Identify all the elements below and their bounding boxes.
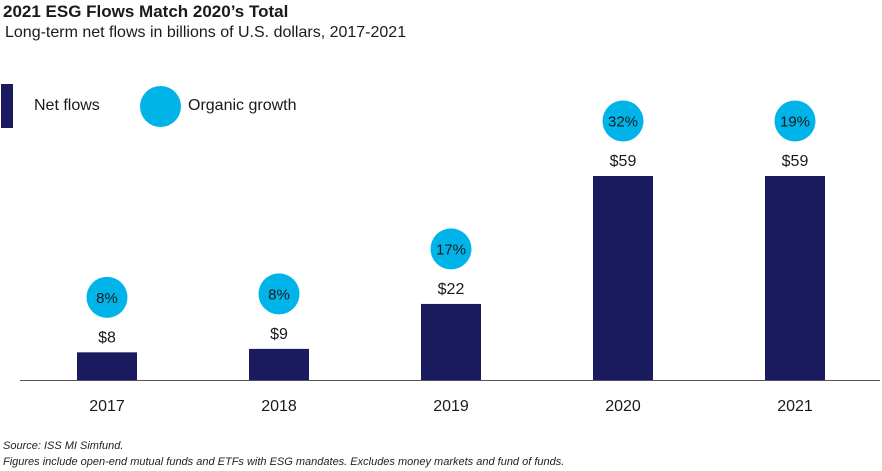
growth-label-2017: 8% xyxy=(96,290,118,307)
growth-circle-2018 xyxy=(258,273,300,315)
value-label-2017: $8 xyxy=(98,329,116,346)
legend-net-flows-swatch xyxy=(1,84,13,128)
growth-label-2018: 8% xyxy=(268,286,290,303)
value-label-2018: $9 xyxy=(270,326,288,343)
growth-label-2021: 19% xyxy=(780,114,810,131)
legend-organic-growth-label: Organic growth xyxy=(188,97,297,114)
x-tick-label-2020: 2020 xyxy=(605,398,641,415)
value-label-2021: $59 xyxy=(782,153,809,170)
growth-circle-2020 xyxy=(602,100,644,142)
x-tick-label-2017: 2017 xyxy=(89,398,125,415)
legend-organic-growth-swatch xyxy=(140,86,181,127)
value-label-2019: $22 xyxy=(438,281,465,298)
x-tick-label-2021: 2021 xyxy=(777,398,813,415)
x-tick-label-2018: 2018 xyxy=(261,398,297,415)
growth-label-2020: 32% xyxy=(608,114,638,131)
legend-net-flows-label: Net flows xyxy=(34,97,100,114)
growth-circle-2017 xyxy=(86,276,128,318)
bar-2021 xyxy=(765,176,825,380)
bar-2020 xyxy=(593,176,653,380)
x-tick-label-2019: 2019 xyxy=(433,398,469,415)
growth-circle-2021 xyxy=(774,100,816,142)
source-note: Source: ISS MI Simfund. xyxy=(3,440,124,452)
chart-subtitle: Long-term net flows in billions of U.S. … xyxy=(5,24,407,41)
bar-2019 xyxy=(421,303,481,380)
bar-2018 xyxy=(249,348,309,380)
growth-circle-2019 xyxy=(430,228,472,270)
chart-title: 2021 ESG Flows Match 2020’s Total xyxy=(3,2,289,21)
footnote: Figures include open-end mutual funds an… xyxy=(3,456,565,468)
value-label-2020: $59 xyxy=(610,153,637,170)
growth-label-2019: 17% xyxy=(436,241,466,258)
bar-2017 xyxy=(77,352,137,380)
